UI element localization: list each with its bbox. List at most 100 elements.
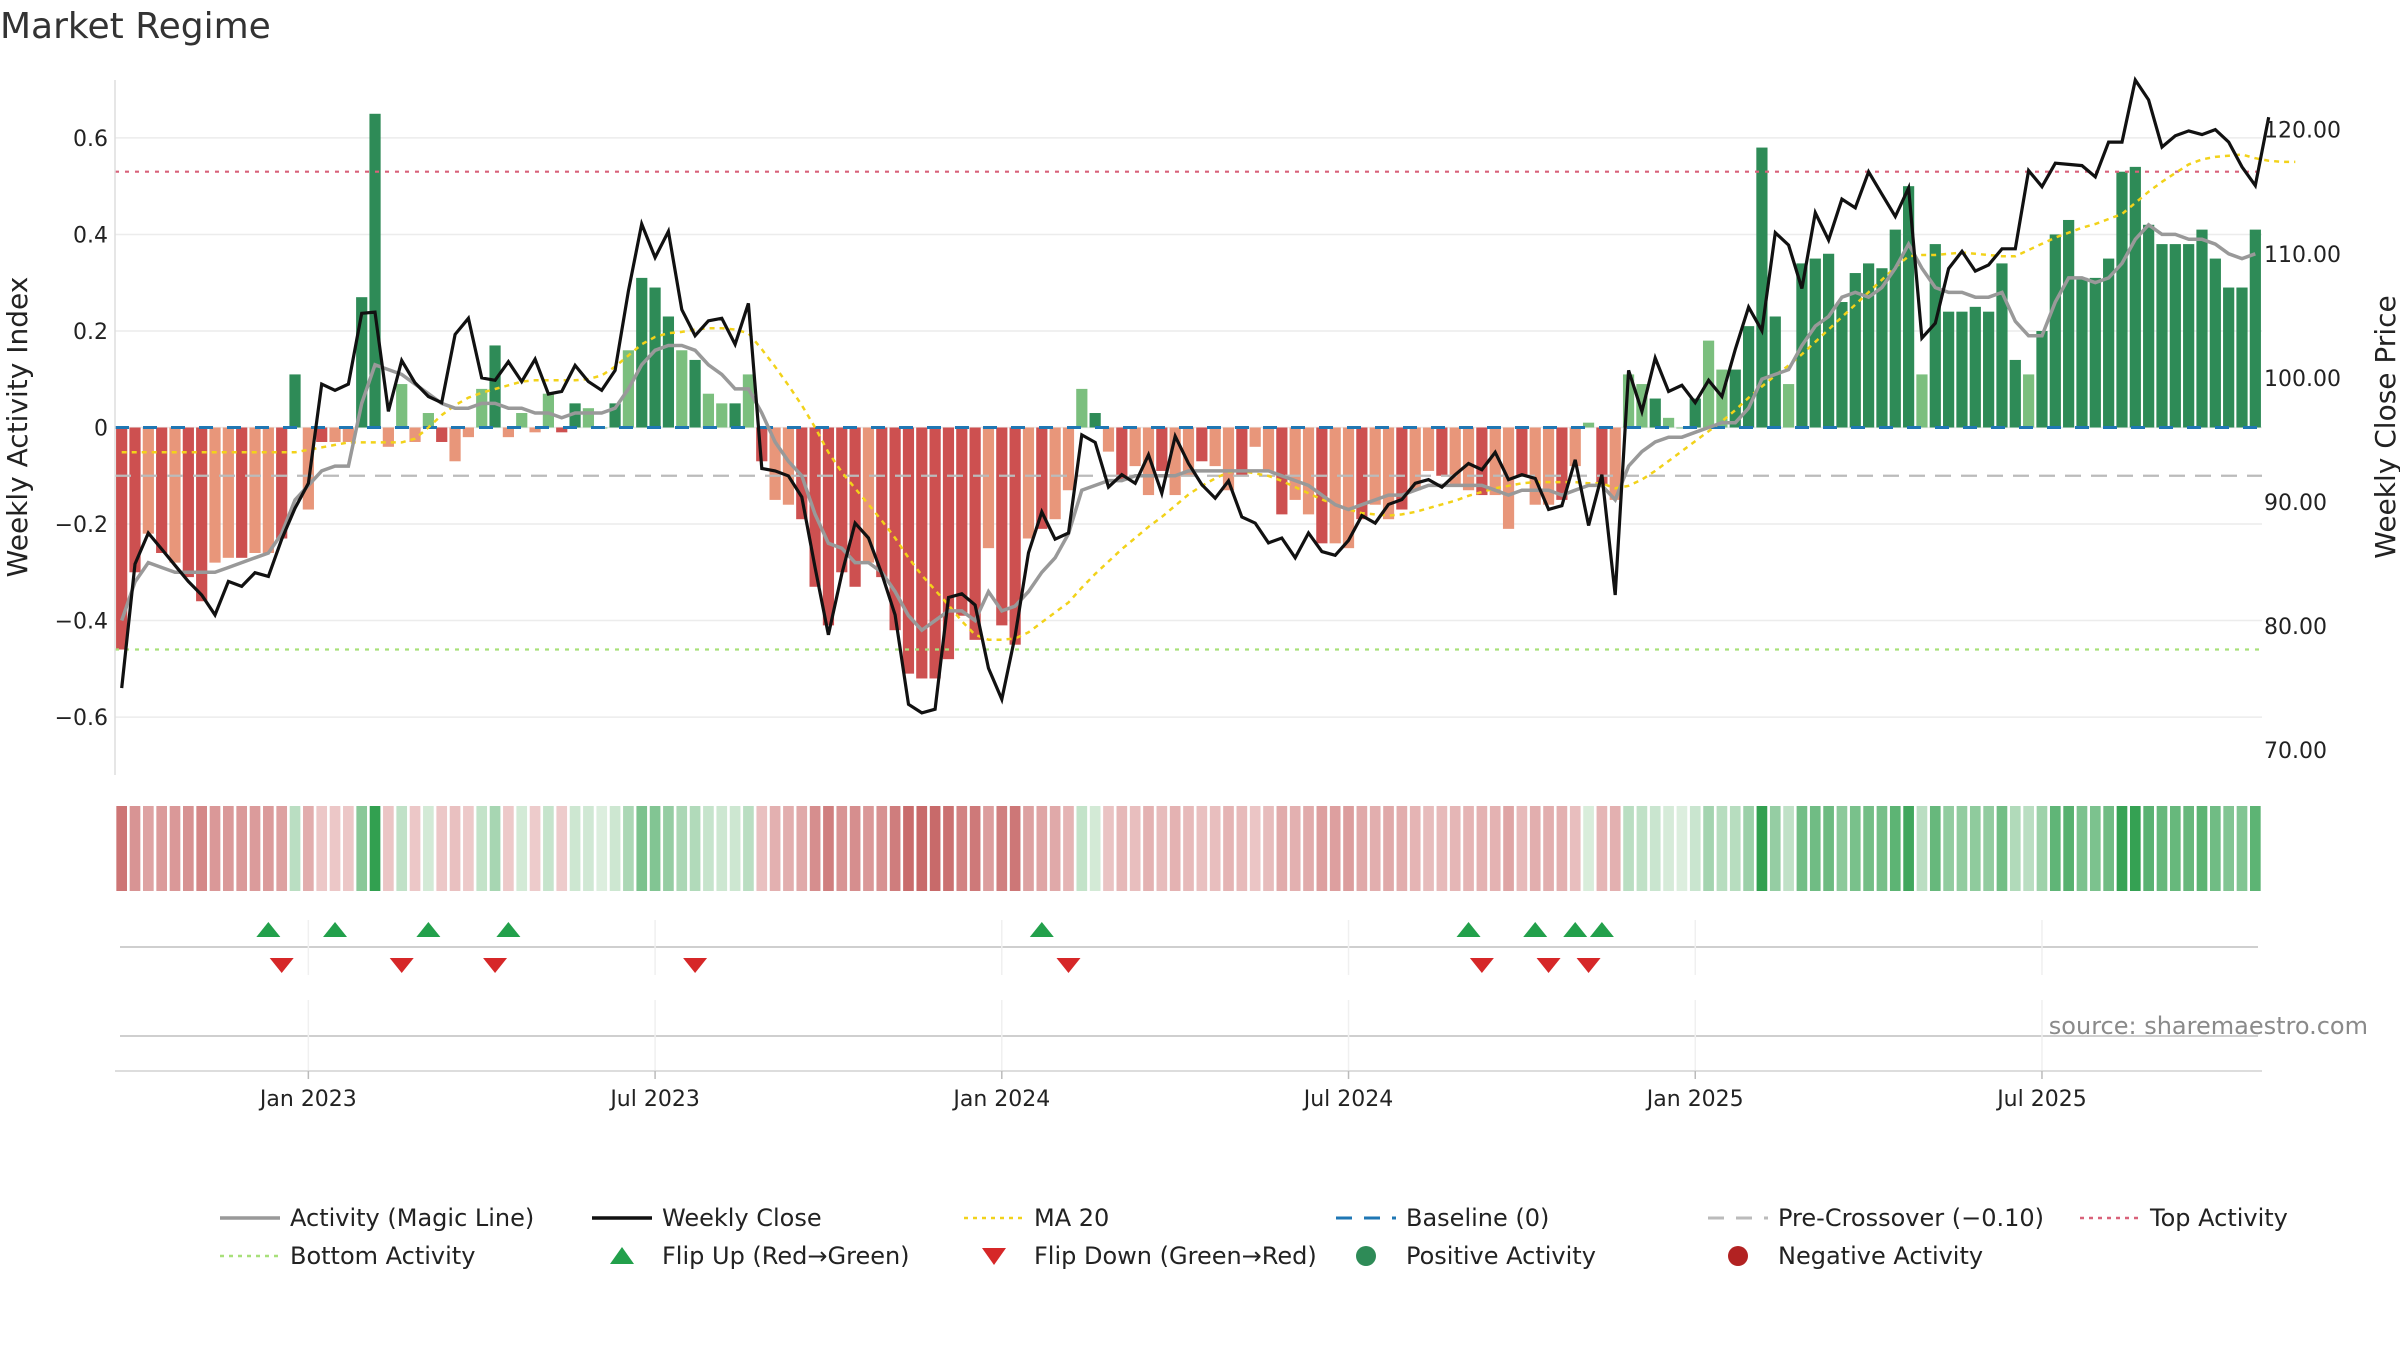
heat-cell <box>2116 806 2128 891</box>
heat-cell <box>1863 806 1874 891</box>
heat-cell <box>663 806 674 891</box>
heat-cell <box>223 806 234 891</box>
flip-up-marker <box>416 922 441 937</box>
activity-bar <box>1489 427 1501 496</box>
activity-bar <box>1983 311 1995 428</box>
legend-label: Positive Activity <box>1406 1242 1596 1270</box>
heat-cell <box>1383 806 1394 891</box>
heat-cell <box>1529 806 1541 891</box>
activity-bar <box>516 413 528 428</box>
heat-cell <box>2009 806 2021 891</box>
heat-cell <box>1849 806 1861 891</box>
activity-bar <box>1169 427 1181 496</box>
activity-bar <box>502 427 514 438</box>
flip-up-marker <box>496 922 521 937</box>
heat-cell <box>796 806 808 891</box>
heat-cell <box>1036 806 1048 891</box>
heat-cell <box>2143 806 2154 891</box>
activity-bar <box>1316 427 1328 544</box>
activity-bar <box>1182 427 1195 476</box>
heat-cell <box>756 806 768 891</box>
heat-cell <box>969 806 981 891</box>
activity-bar <box>1903 186 1915 428</box>
activity-bar <box>822 427 835 626</box>
y-tick-label-right: 70.00 <box>2264 739 2327 764</box>
heat-cell <box>769 806 781 891</box>
y-tick-label-right: 90.00 <box>2264 491 2327 516</box>
activity-bar <box>582 408 595 428</box>
heat-cell <box>956 806 968 891</box>
activity-bar <box>316 427 328 442</box>
heat-cell <box>1449 806 1461 891</box>
heat-cell <box>356 806 368 891</box>
heat-cell <box>1809 806 1821 891</box>
activity-bar <box>742 374 755 428</box>
activity-bar <box>862 427 875 563</box>
activity-bar <box>2023 374 2035 428</box>
y-tick-label-left: −0.2 <box>55 513 108 538</box>
activity-bar <box>2036 330 2048 428</box>
activity-bar <box>1276 427 1288 515</box>
activity-bar <box>1662 417 1675 428</box>
flip-markers-panel <box>120 920 2258 975</box>
activity-bar <box>836 427 848 573</box>
activity-bar <box>276 427 288 539</box>
activity-bar <box>1036 427 1048 529</box>
legend-swatch <box>1356 1246 1376 1266</box>
activity-bar <box>169 427 181 563</box>
y-axis-label-right: Weekly Close Price <box>2369 295 2400 558</box>
activity-bar <box>542 393 555 428</box>
activity-bar <box>2223 287 2235 428</box>
activity-bar <box>2143 224 2155 428</box>
legend-label: Bottom Activity <box>290 1242 475 1270</box>
legend: Activity (Magic Line) Weekly Close MA 20 Ba… <box>220 1204 2288 1270</box>
activity-bar <box>436 427 448 442</box>
activity-bar <box>1916 374 1928 428</box>
activity-bar <box>1209 427 1221 467</box>
source-note: source: sharemaestro.com <box>2049 1012 2368 1040</box>
activity-bar <box>2049 234 2061 428</box>
heat-cell <box>889 806 901 891</box>
heat-cell <box>276 806 288 891</box>
heat-cell <box>1676 806 1688 891</box>
activity-bar <box>1929 244 1941 428</box>
activity-bar <box>1822 253 1835 428</box>
heat-cell <box>596 806 608 891</box>
heat-cell <box>1183 806 1194 891</box>
heat-cell <box>129 806 141 891</box>
heat-cell <box>529 806 541 891</box>
activity-bar <box>489 345 501 428</box>
activity-bar <box>1236 427 1248 476</box>
activity-bar <box>222 427 234 558</box>
flip-up-marker <box>256 922 281 937</box>
activity-bar <box>1196 427 1208 462</box>
heat-cell <box>1209 806 1221 891</box>
activity-bar <box>1102 427 1115 452</box>
heat-cell <box>1543 806 1554 891</box>
activity-bar <box>1542 427 1555 505</box>
activity-bar <box>2103 258 2115 428</box>
heat-cell <box>1196 806 1208 891</box>
heat-cell <box>1489 806 1501 891</box>
heat-cell <box>2249 806 2261 891</box>
legend-item: Pre-Crossover (−0.10) <box>1708 1204 2044 1232</box>
heat-cell <box>863 806 874 891</box>
activity-bar <box>1782 384 1795 428</box>
activity-bar <box>969 427 981 640</box>
activity-bar <box>1369 427 1381 505</box>
activity-bar <box>1422 427 1435 471</box>
activity-bar <box>1062 427 1075 491</box>
heat-cell <box>1823 806 1834 891</box>
activity-bar <box>249 427 261 553</box>
heat-cell <box>2089 806 2101 891</box>
heat-cell <box>636 806 648 891</box>
heat-cell <box>329 806 341 891</box>
y-axis-label-left: Weekly Activity Index <box>1 277 34 578</box>
heat-cell <box>1049 806 1061 891</box>
activity-bar <box>1329 427 1341 544</box>
heat-cell <box>1663 806 1674 891</box>
heat-cell <box>169 806 181 891</box>
heat-cell <box>289 806 301 891</box>
activity-bar <box>889 427 901 631</box>
activity-bars <box>116 113 2261 679</box>
